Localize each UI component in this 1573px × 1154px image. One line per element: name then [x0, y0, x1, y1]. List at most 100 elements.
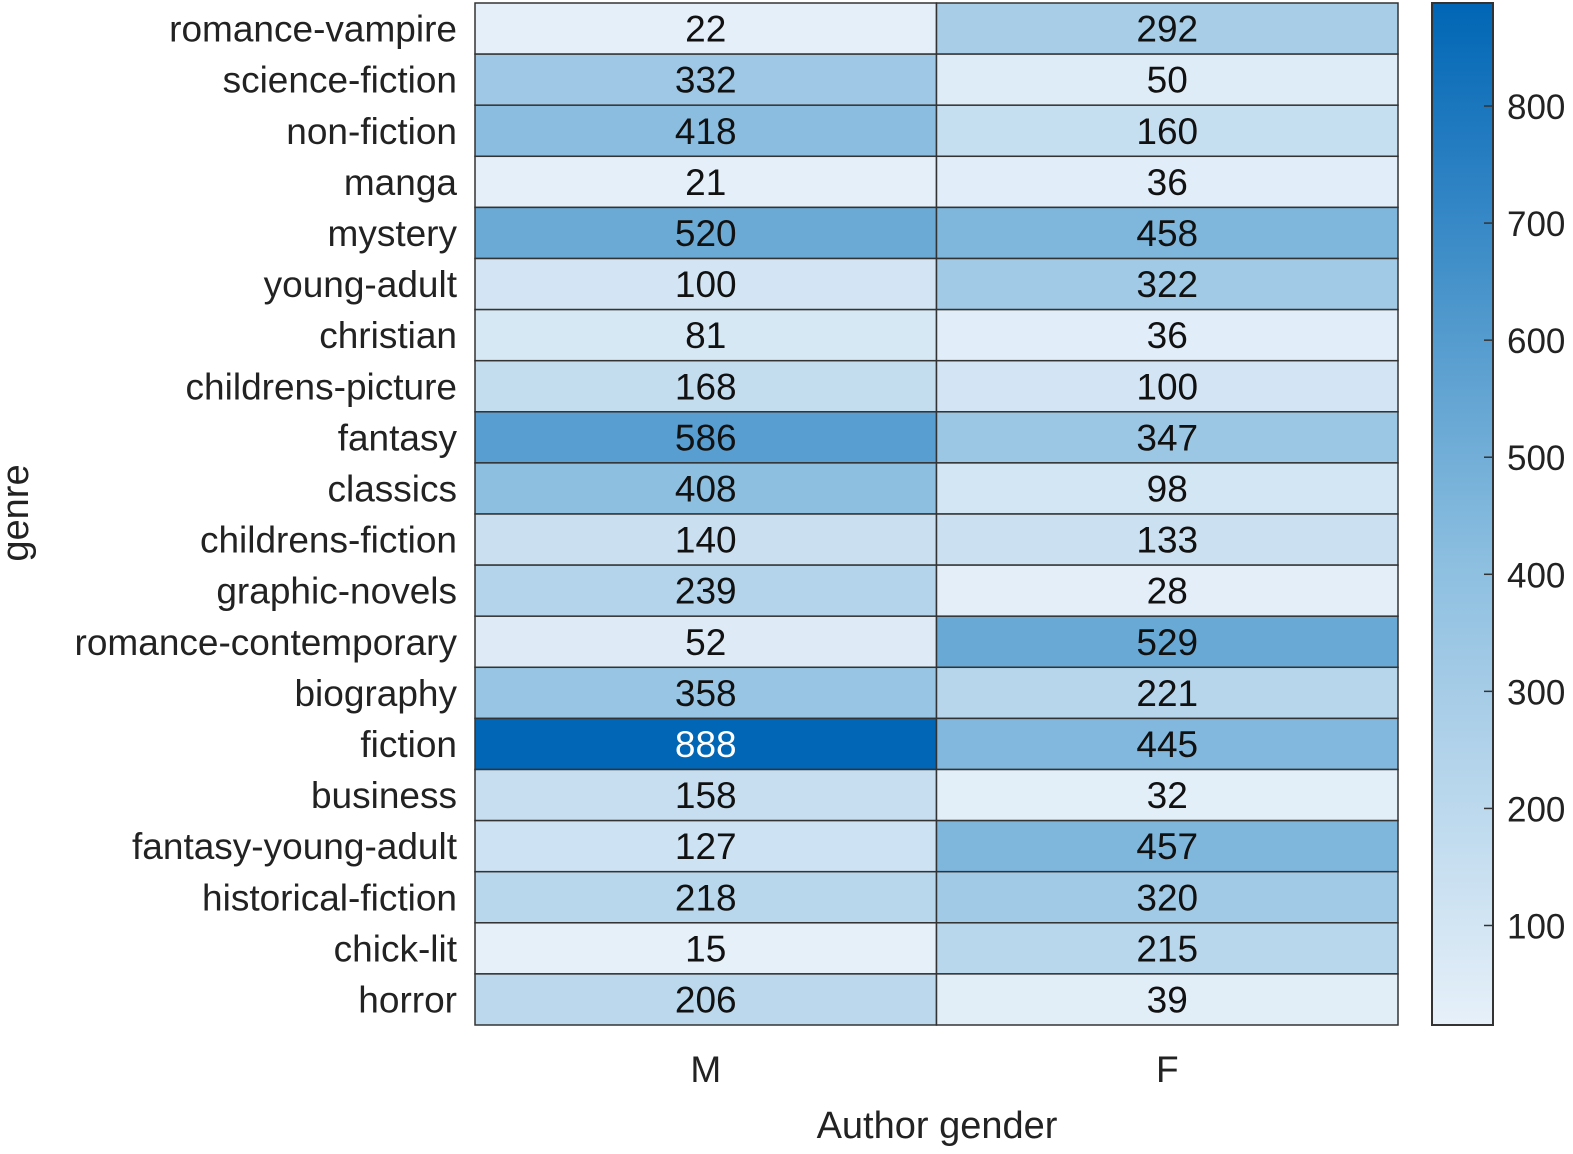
y-tick-label: childrens-picture [186, 366, 457, 407]
colorbar-tick-label: 400 [1507, 556, 1565, 595]
colorbar-tick-label: 200 [1507, 790, 1565, 829]
colorbar-tick-label: 600 [1507, 322, 1565, 361]
heatmap-cell [474, 53, 938, 106]
x-tick-label: F [1156, 1049, 1179, 1090]
y-tick-label: classics [327, 468, 457, 509]
y-tick-label: manga [344, 162, 458, 203]
y-tick-label: chick-lit [334, 928, 458, 969]
cell-value-label: 215 [1136, 928, 1198, 969]
cell-value-label: 332 [675, 60, 737, 101]
heatmap-cell [474, 717, 938, 771]
heatmap-cell [935, 359, 1399, 413]
y-tick-label: non-fiction [286, 111, 457, 152]
colorbar-tick-label: 500 [1507, 439, 1565, 478]
cell-value-label: 408 [675, 468, 737, 509]
cell-value-label: 292 [1136, 9, 1198, 50]
cell-value-label: 586 [675, 417, 737, 458]
heatmap-cell [935, 104, 1399, 158]
colorbar-tick-label: 300 [1507, 673, 1565, 712]
cell-value-label: 239 [675, 571, 737, 612]
y-tick-label: christian [319, 315, 457, 356]
y-axis-title: genre [0, 464, 37, 561]
cell-value-label: 21 [685, 162, 726, 203]
cell-value-label: 458 [1136, 213, 1198, 254]
cell-value-label: 140 [675, 520, 737, 561]
heatmap-cell [474, 768, 938, 822]
heatmap-cell [935, 206, 1399, 260]
heatmap-cells: 22 292 332 50 418 160 21 36 520 458 100 322 81 36 168 1… [474, 2, 1399, 1026]
cell-value-label: 52 [685, 622, 726, 663]
colorbar-tick-label: 800 [1507, 88, 1565, 127]
cell-value-label: 520 [675, 213, 737, 254]
cell-value-label: 15 [685, 928, 726, 969]
y-tick-label: romance-contemporary [75, 622, 458, 663]
cell-value-label: 457 [1136, 826, 1198, 867]
y-tick-label: biography [294, 673, 457, 714]
y-tick-label: fantasy-young-adult [132, 826, 458, 867]
cell-value-label: 160 [1136, 111, 1198, 152]
cell-value-label: 347 [1136, 417, 1198, 458]
y-tick-label: young-adult [264, 264, 458, 305]
y-tick-label: childrens-fiction [200, 520, 457, 561]
cell-value-label: 529 [1136, 622, 1198, 663]
colorbar-tick-label: 100 [1507, 907, 1565, 946]
cell-value-label: 50 [1147, 60, 1188, 101]
cell-value-label: 445 [1136, 724, 1198, 765]
y-tick-label: romance-vampire [169, 9, 457, 50]
colorbar: 100 200 300 400 500 600 700 800 [1431, 2, 1565, 1026]
y-tick-label: graphic-novels [216, 571, 457, 612]
cell-value-label: 168 [675, 366, 737, 407]
heatmap-cell [474, 666, 938, 720]
heatmap-cell [474, 411, 938, 464]
heatmap-cell [474, 2, 938, 55]
heatmap-cell [935, 155, 1399, 209]
heatmap-cell [474, 564, 938, 617]
heatmap-cell [935, 717, 1399, 771]
colorbar-gradient [1431, 2, 1494, 1026]
heatmap-cell [474, 922, 938, 975]
x-axis-title: Author gender [817, 1105, 1058, 1147]
heatmap-cell [935, 973, 1399, 1026]
heatmap-cell [474, 513, 938, 566]
y-tick-label: fantasy [338, 417, 458, 458]
cell-value-label: 358 [675, 673, 737, 714]
heatmap-cell [935, 2, 1399, 55]
heatmap-cell [935, 257, 1399, 311]
cell-value-label: 39 [1147, 979, 1188, 1020]
heatmap-cell [935, 513, 1399, 566]
heatmap-cell [935, 308, 1399, 362]
heatmap-cell [935, 53, 1399, 106]
y-tick-label: mystery [328, 213, 458, 254]
cell-value-label: 22 [685, 9, 726, 50]
y-tick-label: fiction [360, 724, 457, 765]
cell-value-label: 36 [1147, 315, 1188, 356]
heatmap-cell [935, 411, 1399, 464]
heatmap-cell [935, 666, 1399, 720]
cell-value-label: 888 [675, 724, 737, 765]
heatmap-cell [474, 615, 938, 669]
y-tick-label: science-fiction [223, 60, 457, 101]
heatmap-cell [474, 973, 938, 1026]
y-tick-labels: romance-vampire science-fiction non-fictio… [75, 9, 458, 1021]
cell-value-label: 418 [675, 111, 737, 152]
cell-value-label: 206 [675, 979, 737, 1020]
cell-value-label: 98 [1147, 468, 1188, 509]
cell-value-label: 81 [685, 315, 726, 356]
cell-value-label: 320 [1136, 877, 1198, 918]
x-tick-label: M [690, 1049, 721, 1090]
cell-value-label: 221 [1136, 673, 1198, 714]
cell-value-label: 28 [1147, 571, 1188, 612]
cell-value-label: 158 [675, 775, 737, 816]
colorbar-tick-label: 700 [1507, 205, 1565, 244]
cell-value-label: 100 [1136, 366, 1198, 407]
cell-value-label: 100 [675, 264, 737, 305]
cell-value-label: 133 [1136, 520, 1198, 561]
heatmap-cell [474, 462, 938, 515]
heatmap-cell [935, 462, 1399, 515]
cell-value-label: 32 [1147, 775, 1188, 816]
y-tick-label: historical-fiction [202, 877, 457, 918]
heatmap-cell [935, 870, 1399, 924]
cell-value-label: 218 [675, 877, 737, 918]
cell-value-label: 127 [675, 826, 737, 867]
